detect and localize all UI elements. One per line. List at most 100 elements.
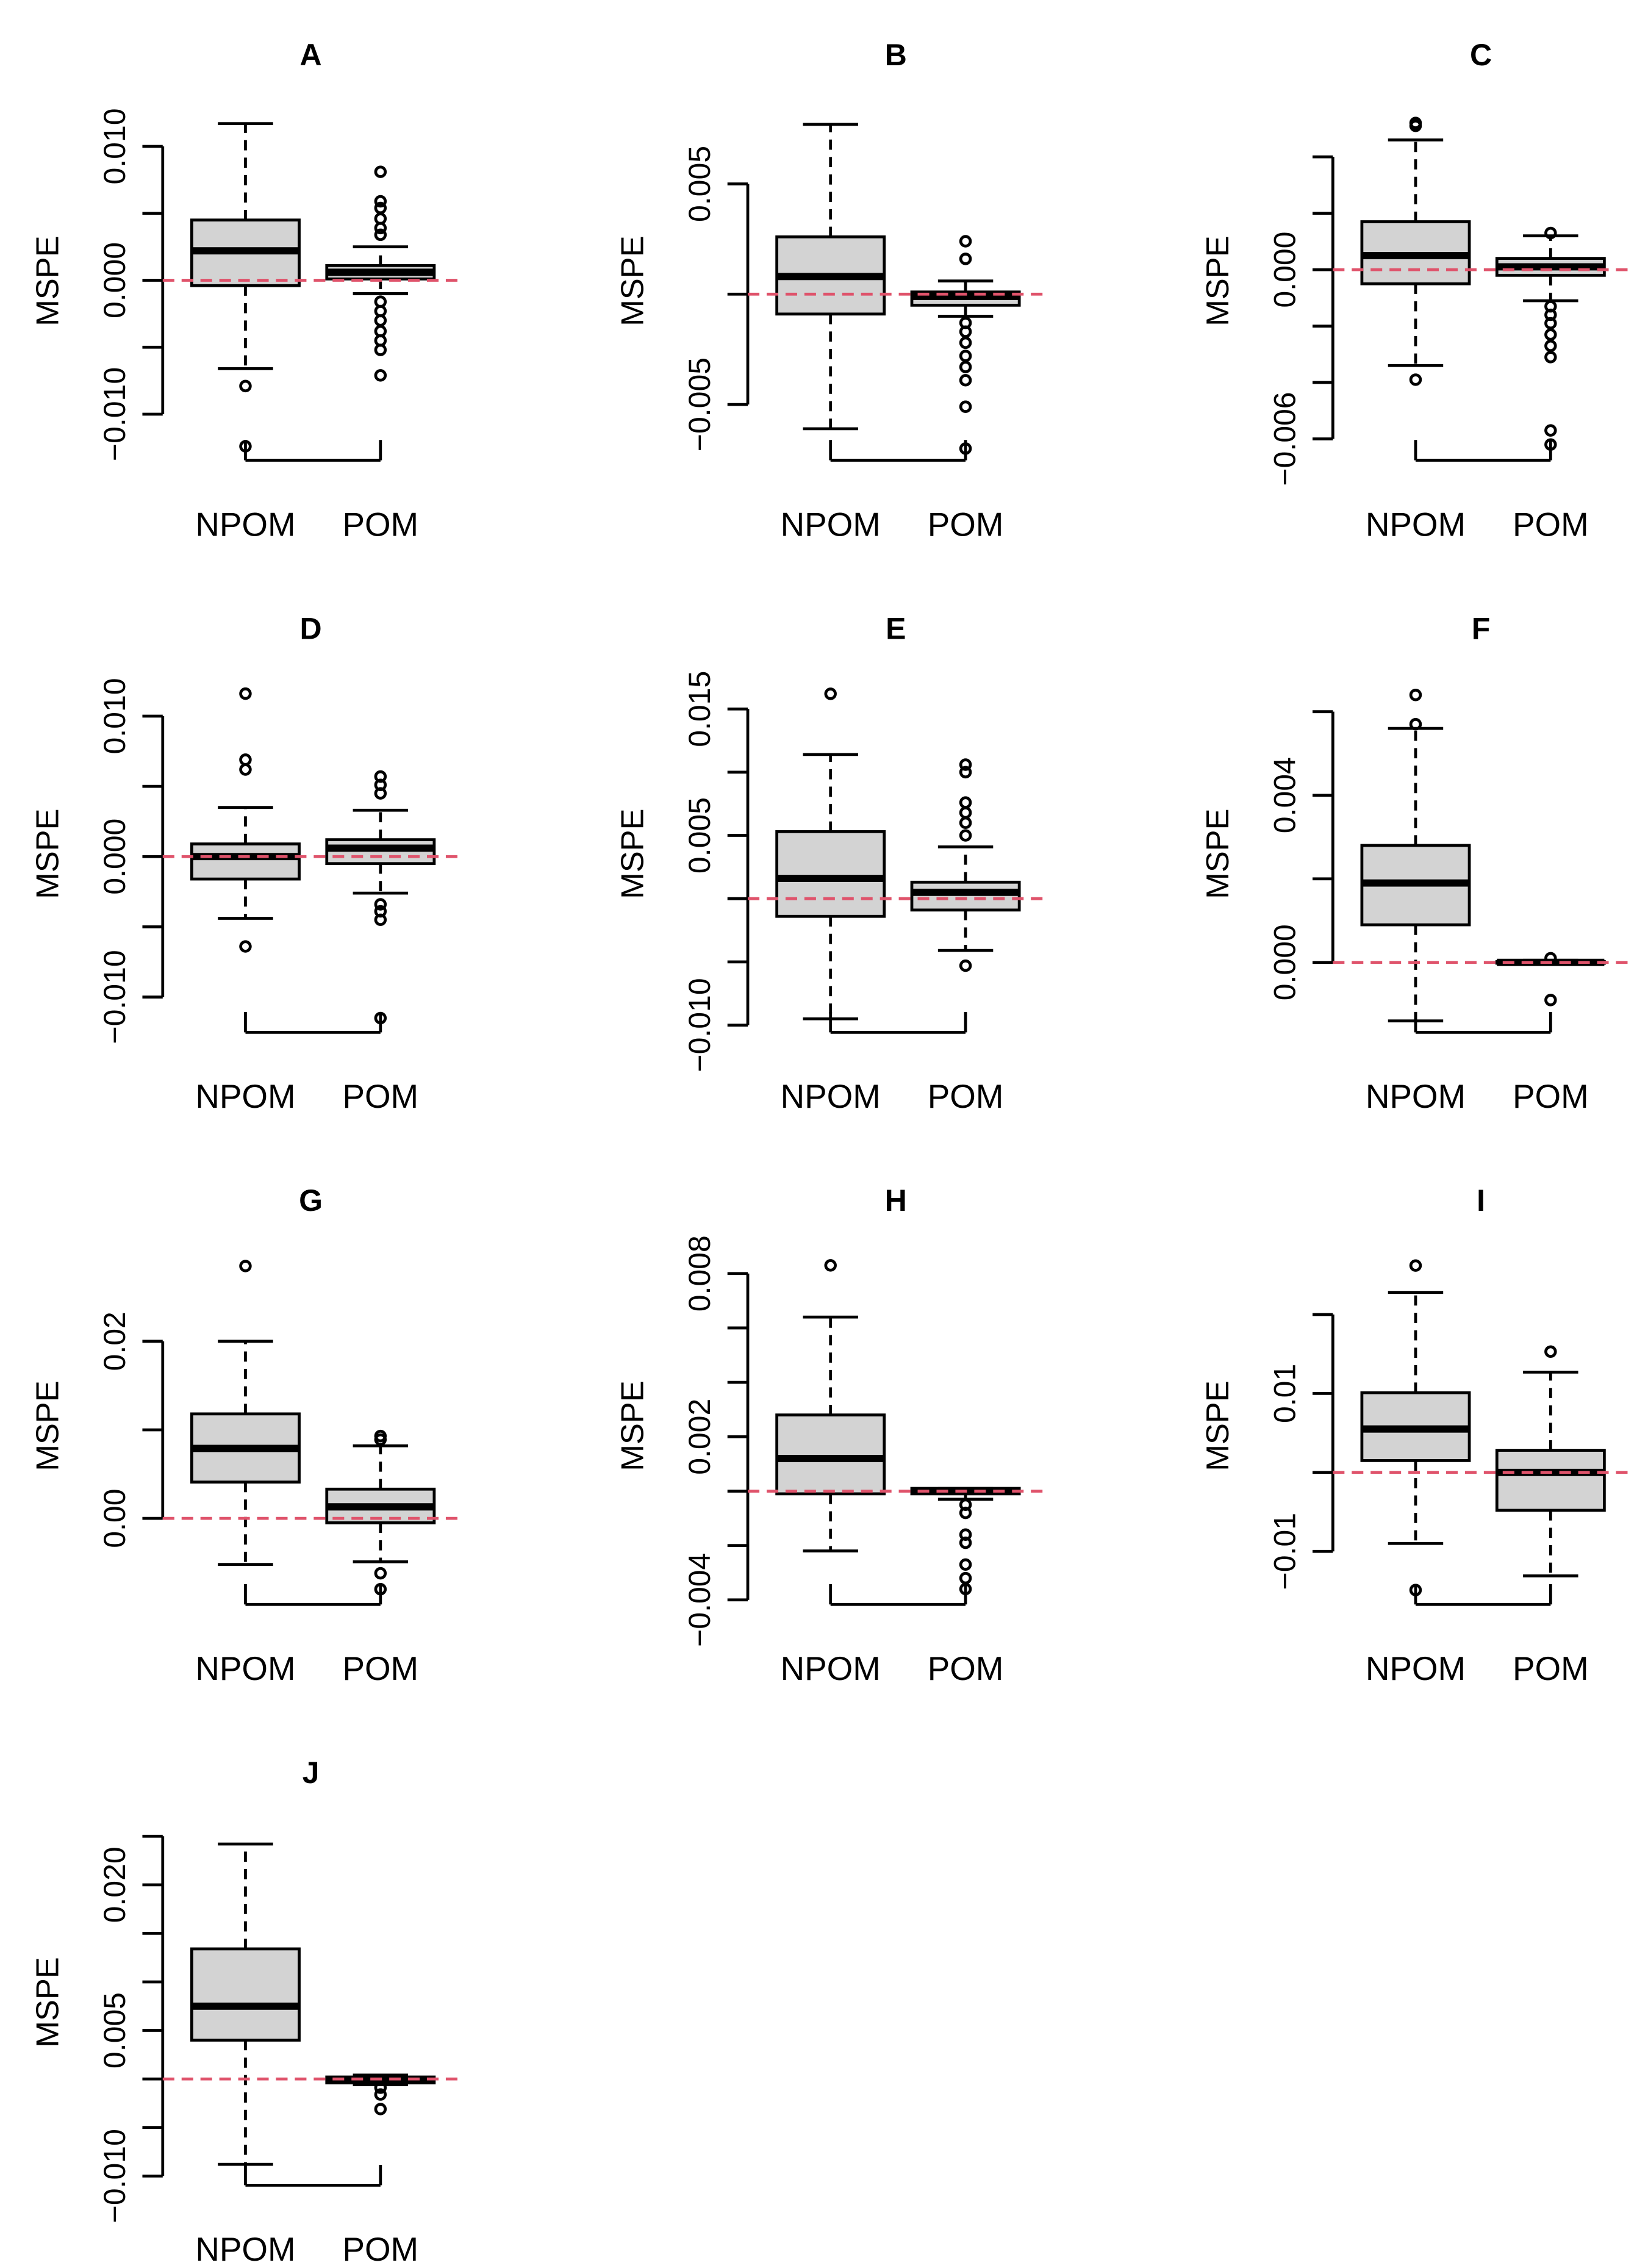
x-tick-label: POM (342, 2230, 418, 2268)
x-tick-label: NPOM (781, 1077, 881, 1115)
y-tick-label: 0.02 (98, 1312, 132, 1371)
x-tick-label: NPOM (195, 1649, 295, 1687)
panel: A MSPE 0.010 0.000 −0.010 NPOM POM (30, 38, 462, 543)
outlier (374, 314, 387, 327)
outlier (374, 195, 387, 208)
outlier (239, 763, 252, 776)
outlier (374, 2088, 387, 2101)
panel-title: B (885, 38, 907, 72)
y-tick-label: −0.010 (98, 950, 132, 1044)
outlier (1409, 718, 1422, 731)
outlier (959, 374, 972, 387)
outlier (959, 325, 972, 338)
panel-title: H (885, 1183, 907, 1218)
outlier (1544, 351, 1557, 364)
y-tick-label: 0.010 (98, 108, 132, 184)
y-tick-label: 0.010 (98, 678, 132, 754)
y-tick-label: 0.01 (1267, 1364, 1302, 1423)
x-tick-label: NPOM (1366, 1649, 1466, 1687)
outlier (1544, 328, 1557, 341)
y-tick-label: 0.002 (682, 1399, 717, 1475)
outlier (1544, 994, 1557, 1007)
y-axis-label: MSPE (30, 808, 65, 899)
outlier (239, 687, 252, 700)
y-tick-label: −0.004 (682, 1553, 717, 1647)
y-tick-label: −0.010 (98, 2129, 132, 2223)
outlier (374, 1433, 387, 1446)
outlier (959, 796, 972, 809)
y-axis-label: MSPE (30, 235, 65, 326)
x-tick-label: POM (928, 1649, 1004, 1687)
outlier (374, 165, 387, 178)
outlier (1544, 424, 1557, 437)
y-tick-label: 0.015 (682, 671, 717, 747)
outlier (1409, 689, 1422, 702)
y-tick-label: −0.005 (682, 357, 717, 451)
outlier (1409, 120, 1422, 132)
outlier (959, 336, 972, 350)
x-tick-label: POM (928, 1077, 1004, 1115)
panel: J MSPE 0.020 0.005 −0.010 NPOM POM (30, 1756, 462, 2268)
outlier (959, 1558, 972, 1571)
outlier (824, 1259, 837, 1272)
outlier (239, 753, 252, 766)
outlier (959, 361, 972, 373)
panel: F MSPE 0.004 0.000 NPOM POM (1200, 611, 1632, 1115)
x-tick-label: POM (342, 1077, 418, 1115)
outlier (1409, 373, 1422, 386)
outlier (959, 1582, 972, 1596)
outlier (824, 687, 837, 700)
box (190, 842, 301, 881)
x-tick-label: NPOM (195, 2230, 295, 2268)
panel-title: G (299, 1183, 323, 1218)
y-axis-label: MSPE (615, 235, 651, 326)
y-tick-label: 0.008 (682, 1235, 717, 1312)
outlier (959, 758, 972, 771)
panel: D MSPE 0.010 0.000 −0.010 NPOM POM (30, 611, 462, 1115)
x-tick-label: NPOM (195, 1077, 295, 1115)
outlier (959, 816, 972, 830)
box (190, 1947, 301, 2042)
outlier (1544, 226, 1557, 240)
outlier (1409, 1259, 1422, 1272)
outlier (374, 228, 387, 242)
outlier (1544, 438, 1557, 451)
outlier (374, 2081, 387, 2094)
y-axis-label: MSPE (1200, 808, 1236, 899)
panel: C MSPE 0.000 −0.006 NPOM POM (1200, 38, 1632, 543)
outlier (374, 1566, 387, 1580)
outlier (374, 1583, 387, 1596)
panel: I MSPE 0.01 −0.01 NPOM POM (1200, 1183, 1632, 1687)
outlier (374, 201, 387, 215)
x-tick-label: NPOM (781, 1649, 881, 1687)
outlier (959, 766, 972, 779)
panel-title: D (300, 611, 322, 645)
panel-title: I (1477, 1183, 1485, 1218)
y-tick-label: 0.004 (1267, 757, 1302, 833)
y-tick-label: 0.020 (98, 1846, 132, 1923)
x-tick-label: NPOM (1366, 505, 1466, 543)
y-tick-label: 0.000 (1267, 232, 1302, 308)
y-tick-label: 0.005 (98, 1992, 132, 2069)
y-tick-label: 0.005 (682, 797, 717, 874)
outlier (959, 806, 972, 819)
y-tick-label: 0.00 (98, 1488, 132, 1548)
y-axis-label: MSPE (1200, 235, 1236, 326)
outlier (959, 400, 972, 413)
y-axis-label: MSPE (615, 808, 651, 899)
outlier (1409, 1584, 1422, 1596)
x-tick-label: NPOM (1366, 1077, 1466, 1115)
y-axis-label: MSPE (1200, 1380, 1236, 1471)
outlier (374, 787, 387, 800)
outlier (239, 379, 252, 393)
y-tick-label: −0.006 (1267, 392, 1302, 486)
x-tick-label: NPOM (195, 505, 295, 543)
panel: G MSPE 0.02 0.00 NPOM POM (30, 1183, 462, 1687)
outlier (374, 221, 387, 235)
outlier (374, 2103, 387, 2115)
outlier (374, 369, 387, 382)
box (910, 880, 1021, 912)
outlier (959, 253, 972, 265)
outlier (959, 1536, 972, 1549)
